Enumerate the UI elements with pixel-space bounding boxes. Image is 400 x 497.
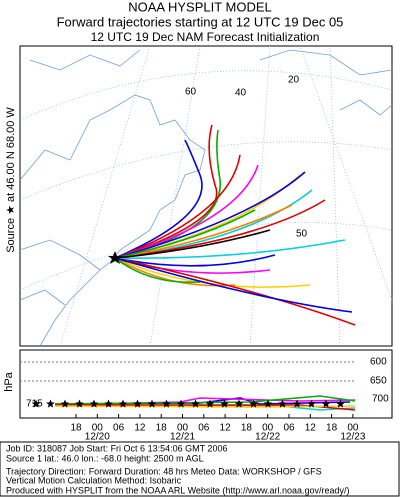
level-label: 700 (372, 394, 389, 405)
vertical-axis-label: hPa (3, 371, 15, 391)
level-star (89, 399, 99, 408)
level-label: 650 (370, 376, 387, 387)
vertical-profiles (31, 395, 356, 411)
hour-label: 06 (113, 423, 125, 434)
hour-label: 18 (70, 423, 82, 434)
level-star (118, 399, 128, 408)
footer-line: Vertical Motion Calculation Method: Isob… (6, 475, 182, 485)
level-star (60, 399, 70, 408)
hour-label: 18 (241, 423, 253, 434)
level-star (234, 399, 244, 408)
date-label: 12/21 (170, 432, 195, 443)
coastlines (19, 49, 393, 347)
level-star (176, 399, 186, 408)
hour-label: 18 (326, 423, 338, 434)
level-star (307, 399, 316, 408)
hour-label: 00 (347, 423, 359, 434)
date-label: 12/22 (255, 432, 280, 443)
level-star (104, 399, 113, 408)
grid-label: 60 (185, 87, 197, 98)
level-star (278, 399, 287, 408)
hour-label: 06 (283, 423, 295, 434)
map-frame (19, 45, 393, 347)
grid-label: 40 (235, 88, 247, 99)
footer-line: Trajectory Direction: Forward Duration: … (6, 466, 322, 476)
title: NOAA HYSPLIT MODEL (128, 0, 272, 14)
source-star (108, 251, 122, 264)
footer-line: Produced with HYSPLIT from the NOAA ARL … (6, 485, 350, 495)
footer-box (0, 441, 400, 497)
hour-label: 00 (92, 423, 104, 434)
hour-label: 00 (177, 423, 189, 434)
subtitle: Forward trajectories starting at 12 UTC … (57, 14, 344, 29)
level-star (75, 399, 84, 408)
graticule (19, 45, 393, 347)
hour-label: 12 (134, 423, 146, 434)
level-star (205, 399, 215, 408)
level-star (220, 399, 229, 408)
date-label: 12/20 (85, 432, 110, 443)
hour-label: 06 (198, 423, 210, 434)
grid-label: 50 (296, 229, 308, 240)
level-star (147, 399, 157, 408)
footer-line: Source 1 lat.: 46.0 lon.: -68.0 height: … (6, 453, 204, 463)
level-star (31, 399, 41, 408)
date-label: 12/23 (340, 432, 365, 443)
level-star (292, 399, 302, 408)
level-star (249, 399, 258, 408)
level-star (133, 399, 142, 408)
init-line: 12 UTC 19 Dec NAM Forecast Initializatio… (91, 30, 320, 44)
level-star (191, 399, 200, 408)
hour-label: 00 (262, 423, 274, 434)
level-star (321, 399, 331, 408)
grid-label: 20 (288, 75, 300, 86)
hour-label: 12 (305, 423, 317, 434)
level-star (46, 399, 55, 408)
footer-line: Job ID: 318087 Job Start: Fri Oct 6 13:5… (6, 443, 227, 453)
level-label: 600 (370, 357, 387, 368)
hour-label: 18 (156, 423, 168, 434)
level-star (336, 399, 345, 408)
source-label: Source ★ at 46.00 N 68.00 W (5, 107, 17, 253)
level-star (263, 399, 273, 408)
trajectories (114, 124, 356, 326)
level-star (162, 399, 171, 408)
hour-label: 12 (220, 423, 232, 434)
